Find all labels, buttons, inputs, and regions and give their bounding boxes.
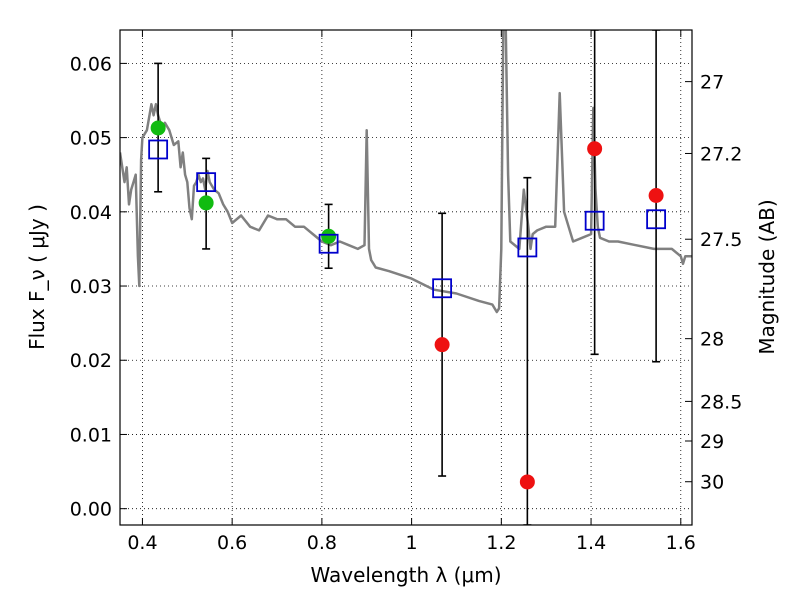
- mag-tick-label: 28.5: [700, 391, 742, 413]
- x-tick-label: 1: [406, 532, 418, 554]
- y-tick-label: 0.04: [70, 202, 112, 224]
- x-tick-label: 0.8: [307, 532, 337, 554]
- y-tick-label: 0.02: [70, 350, 112, 372]
- y-tick-label: 0.05: [70, 128, 112, 150]
- mag-tick-label: 29: [700, 431, 724, 453]
- ticks: 0.4 0.6 0.8 1 1.2 1.4 1.6 0.00 0.01 0.02 0.03 0.04 0…: [70, 30, 742, 554]
- data-point: [198, 195, 214, 211]
- y-tick-label: 0.06: [70, 53, 112, 75]
- x-tick-label: 0.4: [127, 532, 157, 554]
- y-tick-label: 0.03: [70, 276, 112, 298]
- x-tick-label: 1.4: [576, 532, 606, 554]
- mag-tick-label: 28: [700, 329, 724, 351]
- mag-tick-label: 27: [700, 72, 724, 94]
- mag-tick-label: 27.5: [700, 229, 742, 251]
- model-point: [646, 209, 667, 230]
- data-point: [648, 187, 664, 203]
- y-axis-label: Flux F_ν ( μJy ): [25, 204, 49, 350]
- data-point: [519, 474, 535, 490]
- y-tick-label: 0.00: [70, 499, 112, 521]
- model-point: [584, 210, 605, 231]
- y-tick-label: 0.01: [70, 424, 112, 446]
- model-point: [432, 278, 453, 299]
- data-point: [321, 228, 337, 244]
- series-layer: [120, 30, 692, 525]
- mag-tick-label: 27.2: [700, 143, 742, 165]
- data-point: [434, 337, 450, 353]
- x-tick-label: 1.6: [666, 532, 696, 554]
- x-tick-label: 0.6: [217, 532, 247, 554]
- mag-tick-label: 30: [700, 472, 724, 494]
- data-point: [150, 120, 166, 136]
- x-tick-label: 1.2: [486, 532, 516, 554]
- data-point: [587, 141, 603, 157]
- model-point: [517, 237, 538, 258]
- model-point: [318, 233, 339, 254]
- spectrum-line: [120, 30, 692, 314]
- right-axis-label: Magnitude (AB): [755, 199, 779, 354]
- x-axis-label: Wavelength λ (μm): [310, 563, 501, 587]
- model-point: [196, 172, 217, 193]
- plot-frame: [119, 29, 693, 526]
- model-point: [148, 139, 169, 160]
